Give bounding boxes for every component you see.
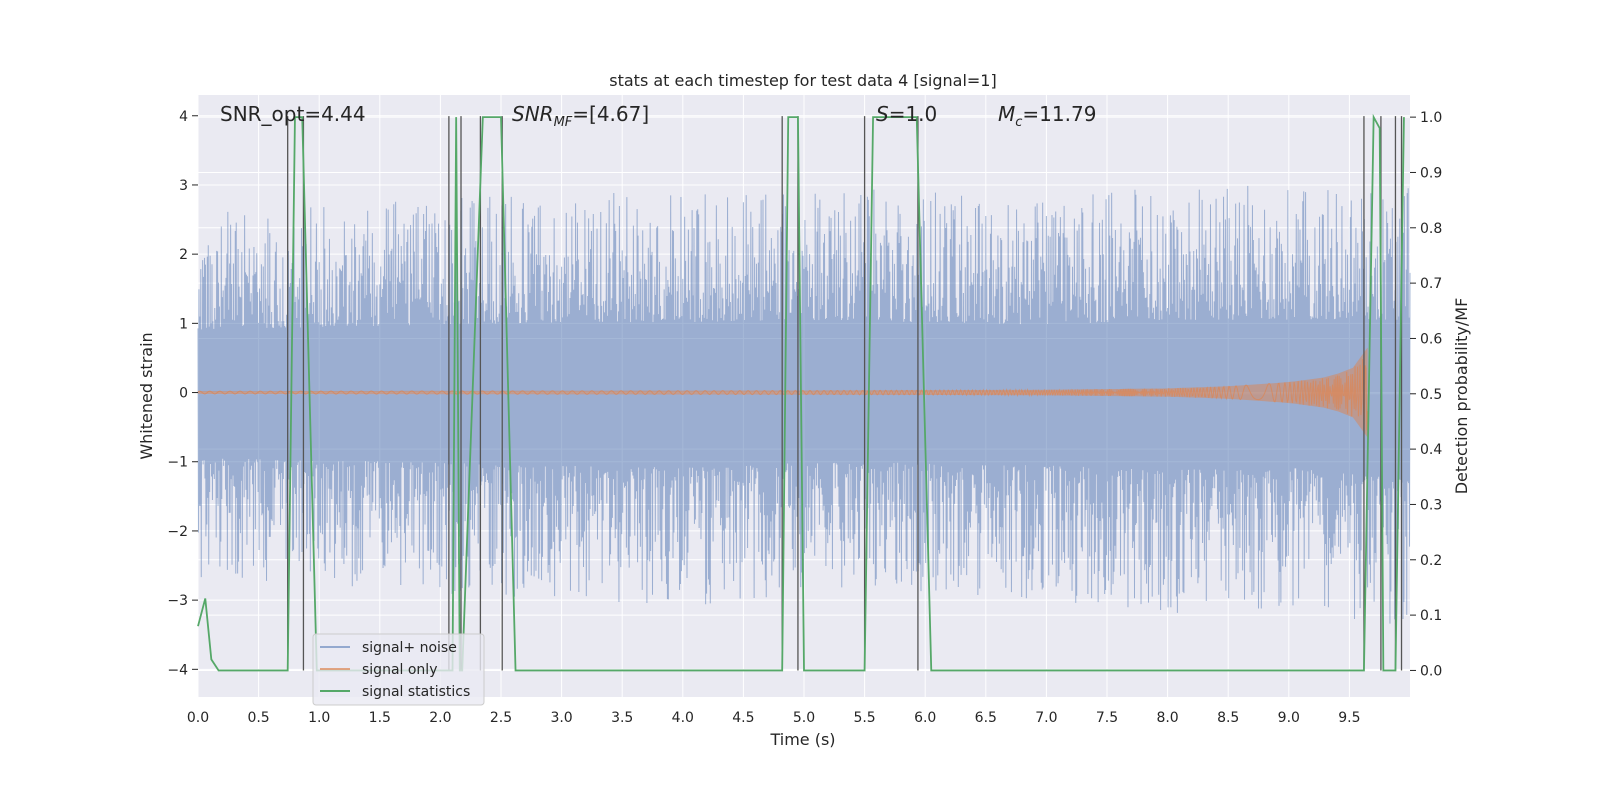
y2-axis-ticks: 0.0 0.1 0.2 0.3 0.4 0.5 0.6 0.7 0.8 0.9 1.0	[1410, 110, 1442, 679]
x-tick-label: 4.5	[732, 710, 754, 726]
chart-title: stats at each timestep for test data 4 […	[609, 71, 996, 90]
y2-tick-label: 0.5	[1420, 387, 1442, 403]
snr-mf-annotation: SNRMF=[4.67]	[512, 102, 649, 130]
x-tick-label: 7.5	[1096, 710, 1118, 726]
y2-tick-label: 0.9	[1420, 165, 1442, 181]
signal-noise-series	[197, 185, 1411, 624]
signal-statistics-series	[197, 113, 1405, 672]
y2-tick-label: 0.7	[1420, 276, 1442, 292]
y-tick-label: −1	[167, 455, 188, 471]
y-tick-label: −4	[167, 662, 188, 678]
x-tick-label: 0.0	[187, 710, 209, 726]
y2-tick-label: 0.1	[1420, 608, 1442, 624]
x-tick-label: 8.0	[1156, 710, 1178, 726]
x-tick-label: 8.5	[1217, 710, 1239, 726]
snr-mf-main: SNR	[512, 102, 554, 126]
x-axis-ticks: 0.0 0.5 1.0 1.5 2.0 2.5 3.0 3.5 4.0 4.5 5.0 5.5 6.0 6…	[187, 710, 1361, 726]
y2-tick-label: 0.3	[1420, 497, 1442, 513]
x-tick-label: 5.5	[853, 710, 875, 726]
y2-axis-label: Detection probability/MF	[1452, 298, 1471, 495]
x-tick-label: 6.5	[975, 710, 997, 726]
y-tick-label: 4	[179, 109, 188, 125]
mc-main: M	[998, 102, 1015, 126]
x-tick-label: 1.5	[369, 710, 391, 726]
snr-mf-sub: MF	[554, 115, 573, 130]
x-tick-label: 2.5	[490, 710, 512, 726]
y2-tick-label: 0.2	[1420, 553, 1442, 569]
y2-tick-label: 0.4	[1420, 442, 1442, 458]
mc-sub: c	[1015, 115, 1022, 130]
legend-box	[312, 633, 485, 706]
x-tick-label: 9.5	[1338, 710, 1360, 726]
snr-opt-annotation: SNR_opt=4.44	[220, 102, 366, 126]
mc-annotation: Mc=11.79	[998, 102, 1096, 130]
s-annotation: S=1.0	[876, 102, 937, 126]
y-tick-label: −2	[167, 524, 188, 540]
s-value: =1.0	[889, 102, 938, 126]
x-tick-label: 5.0	[793, 710, 815, 726]
y2-tick-label: 0.8	[1420, 221, 1442, 237]
x-axis-label: Time (s)	[769, 730, 835, 749]
s-main: S	[876, 102, 889, 126]
y-tick-label: 3	[179, 178, 188, 194]
x-tick-label: 7.0	[1035, 710, 1057, 726]
y-tick-label: 0	[179, 386, 188, 402]
legend: signal+ noise signal only signal statist…	[312, 633, 485, 706]
snr-mf-value: =[4.67]	[572, 102, 649, 126]
y-tick-label: −3	[167, 593, 188, 609]
y2-tick-label: 0.0	[1420, 663, 1442, 679]
legend-label-signal-noise: signal+ noise	[362, 640, 457, 656]
y2-tick-label: 0.6	[1420, 331, 1442, 347]
x-tick-label: 4.0	[672, 710, 694, 726]
x-tick-label: 2.0	[429, 710, 451, 726]
x-tick-label: 9.0	[1278, 710, 1300, 726]
y-axis-ticks: −4 −3 −2 −1 0 1 2 3 4	[167, 109, 198, 678]
x-tick-label: 3.0	[550, 710, 572, 726]
x-tick-label: 1.0	[308, 710, 330, 726]
y-tick-label: 2	[179, 247, 188, 263]
x-tick-label: 0.5	[247, 710, 269, 726]
signal-noise-line	[197, 185, 1411, 624]
x-tick-label: 3.5	[611, 710, 633, 726]
y-tick-label: 1	[179, 316, 188, 332]
signal-statistics-line	[197, 113, 1405, 672]
y2-tick-label: 1.0	[1420, 110, 1442, 126]
legend-label-signal-statistics: signal statistics	[362, 684, 470, 700]
x-tick-label: 6.0	[914, 710, 936, 726]
mc-value: =11.79	[1022, 102, 1096, 126]
legend-label-signal-only: signal only	[362, 662, 437, 678]
y-axis-label: Whitened strain	[137, 332, 156, 459]
